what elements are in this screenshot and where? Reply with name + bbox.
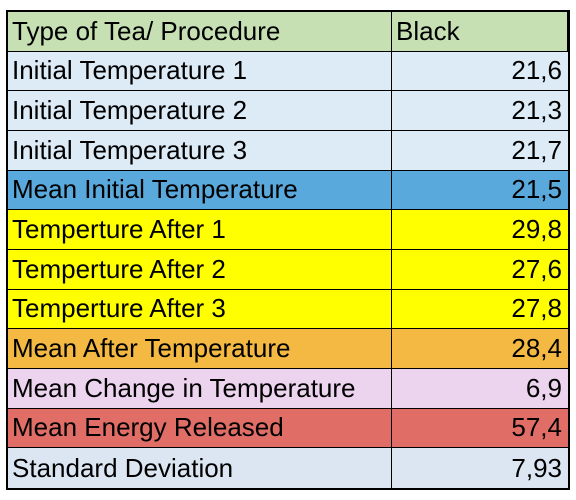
- row-value-cell[interactable]: 29,8: [392, 210, 568, 250]
- data-table: Type of Tea/ Procedure Black Initial Tem…: [6, 10, 570, 490]
- row-label-cell[interactable]: Mean After Temperature: [8, 329, 392, 369]
- row-value-cell[interactable]: 27,6: [392, 250, 568, 290]
- row-label-cell[interactable]: Mean Energy Released: [8, 408, 392, 449]
- row-label-cell[interactable]: Temperture After 1: [8, 210, 392, 250]
- row-value-cell[interactable]: 7,93: [392, 448, 568, 488]
- row-value-cell[interactable]: 21,6: [392, 51, 568, 92]
- header-label-cell[interactable]: Type of Tea/ Procedure: [8, 12, 392, 52]
- row-label-cell[interactable]: Initial Temperature 3: [8, 131, 392, 171]
- row-label-cell[interactable]: Initial Temperature 2: [8, 91, 392, 131]
- row-value-cell[interactable]: 21,3: [392, 91, 568, 131]
- row-value-cell[interactable]: 6,9: [392, 369, 568, 409]
- row-value-cell[interactable]: 57,4: [392, 408, 568, 449]
- row-value-cell[interactable]: 28,4: [392, 329, 568, 369]
- row-value-cell[interactable]: 21,7: [392, 131, 568, 171]
- row-label-cell[interactable]: Mean Initial Temperature: [8, 170, 392, 211]
- header-value-cell[interactable]: Black: [392, 12, 568, 52]
- row-label-cell[interactable]: Standard Deviation: [8, 448, 392, 488]
- row-label-cell[interactable]: Initial Temperature 1: [8, 51, 392, 92]
- row-label-cell[interactable]: Mean Change in Temperature: [8, 369, 392, 409]
- row-value-cell[interactable]: 21,5: [392, 170, 568, 211]
- row-label-cell[interactable]: Temperture After 2: [8, 250, 392, 290]
- row-value-cell[interactable]: 27,8: [392, 289, 568, 330]
- row-label-cell[interactable]: Temperture After 3: [8, 289, 392, 330]
